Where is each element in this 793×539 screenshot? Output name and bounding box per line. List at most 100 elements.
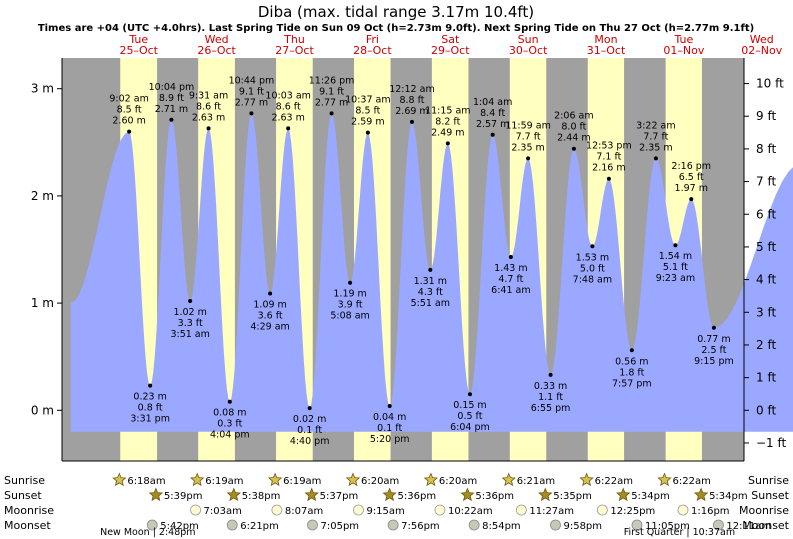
tide-time: 6:04 pm [450, 422, 490, 433]
tide-time: 10:37 am [345, 95, 390, 106]
tide-point [526, 156, 531, 161]
tide-time: 2:16 pm [671, 161, 711, 172]
moonset-time: 8:54pm [482, 521, 521, 532]
sunrise-time: 6:20am [439, 476, 477, 487]
tide-point [490, 132, 495, 137]
moonset-icon [468, 519, 480, 531]
tide-height-ft: 0.1 ft [377, 423, 402, 434]
tide-time: 3:31 pm [130, 414, 170, 425]
day-weekday: Thu [283, 33, 305, 46]
sunset-icon [538, 487, 553, 502]
tide-height-m: 2.57 m [476, 119, 509, 130]
tide-height-ft: 1.8 ft [619, 367, 644, 378]
y-tick-label-ft: 0 ft [756, 403, 776, 417]
day-weekday: Tue [128, 33, 148, 46]
tide-height-ft: 8.2 ft [435, 116, 460, 127]
tide-time: 4:04 pm [210, 430, 250, 441]
tide-time: 10:04 pm [149, 82, 195, 93]
moonset-time: 12:11am [726, 521, 771, 532]
day-date: 27–Oct [275, 44, 314, 57]
moonset-time: 9:58pm [563, 521, 602, 532]
tide-point [606, 176, 611, 181]
tide-point [629, 348, 634, 353]
tide-time: 12:12 am [389, 84, 434, 95]
tide-point [673, 243, 678, 248]
moonrise-icon [271, 504, 283, 516]
tide-time: 12:53 pm [586, 141, 632, 152]
tide-point [348, 280, 353, 285]
y-tick-label-ft: 6 ft [756, 207, 776, 221]
tide-height-ft: 0.8 ft [138, 403, 163, 414]
tide-height-ft: 0.3 ft [217, 419, 242, 430]
day-date: 25–Oct [119, 44, 158, 57]
tide-point [409, 119, 414, 124]
tide-time: 9:23 am [656, 273, 695, 284]
tide-height-m: 1.02 m [173, 307, 206, 318]
tide-time: 1:04 am [473, 97, 512, 108]
tide-time: 4:40 pm [290, 436, 330, 447]
tide-height-m: 2.35 m [511, 142, 544, 153]
sunset-icon [693, 487, 709, 502]
sunrise-time: 6:21am [517, 476, 555, 487]
day-weekday: Fri [366, 33, 379, 46]
moonset-icon [146, 519, 158, 531]
moonset-icon [713, 519, 724, 531]
row-label-right: Sunrise [748, 474, 789, 487]
y-tick-label-m: 3 m [31, 82, 54, 96]
y-tick-label-m: 1 m [31, 296, 54, 310]
tide-height-ft: 8.5 ft [355, 106, 380, 117]
tide-time: 6:41 am [491, 285, 530, 296]
tide-height-ft: 7.7 ft [516, 131, 541, 142]
y-tick-label-ft: 2 ft [756, 338, 776, 352]
tide-point [508, 255, 513, 260]
tide-height-m: 2.35 m [639, 142, 672, 153]
moonrise-time: 10:22am [448, 506, 493, 517]
moonset-time: 7:05pm [320, 521, 359, 532]
day-headers: Tue25–OctWed26–OctThu27–OctFri28–OctSat2… [119, 33, 782, 57]
tide-height-m: 2.59 m [351, 117, 384, 128]
row-label-left: Moonset [4, 519, 51, 532]
tide-time: 10:03 am [265, 90, 310, 101]
tide-height-m: 1.97 m [675, 183, 708, 194]
tide-point [169, 117, 174, 122]
day-date: 30–Oct [509, 44, 548, 57]
tide-height-ft: 5.0 ft [580, 263, 605, 274]
moonrise-time: 9:15am [366, 506, 404, 517]
tide-time: 9:15 pm [694, 356, 734, 367]
tide-height-ft: 0.1 ft [297, 425, 322, 436]
day-date: 28–Oct [353, 44, 392, 57]
tide-time: 3:51 am [170, 329, 209, 340]
sunset-time: 5:34pm [709, 491, 748, 502]
sunrise-icon [190, 472, 205, 487]
sunset-icon [460, 487, 475, 502]
moonset-time: 5:42pm [160, 521, 199, 532]
tide-height-m: 1.53 m [576, 252, 609, 263]
moonrise-icon [677, 504, 689, 516]
tide-height-ft: 3.6 ft [258, 310, 283, 321]
row-label-left: Sunset [4, 489, 42, 502]
chart-title: Diba (max. tidal range 3.17m 10.4ft) [258, 3, 534, 21]
tide-time: 5:08 am [330, 311, 369, 322]
day-weekday: Tue [674, 33, 694, 46]
moon-phase-label: First Quarter | 10:37am [624, 527, 735, 538]
tide-time: 6:55 pm [531, 403, 571, 414]
row-label-left: Sunrise [4, 474, 45, 487]
tide-height-ft: 9.1 ft [239, 86, 264, 97]
sunset-icon [148, 487, 164, 502]
tide-point [711, 325, 716, 330]
astro-table: Sunrise Sunrise Sunset Sunset Moonrise Moonri… [4, 472, 790, 538]
moonrise-time: 1:16pm [691, 506, 730, 517]
y-tick-label-ft: 1 ft [756, 371, 776, 385]
tide-time: 5:51 am [411, 298, 450, 309]
y-tick-label-m: 2 m [31, 189, 54, 203]
sunrise-icon [112, 472, 127, 487]
tide-point [249, 111, 254, 116]
tide-point [548, 372, 553, 377]
day-date: 01–Nov [663, 44, 704, 57]
chart-subtitle: Times are +04 (UTC +4.0hrs). Last Spring… [38, 23, 754, 34]
moonrise-icon [434, 504, 446, 516]
moonset-time: 6:21pm [240, 521, 279, 532]
moon-phase-label: New Moon | 2:48pm [100, 527, 195, 538]
tide-height-m: 2.60 m [112, 116, 145, 127]
moonrise-icon [190, 504, 201, 516]
